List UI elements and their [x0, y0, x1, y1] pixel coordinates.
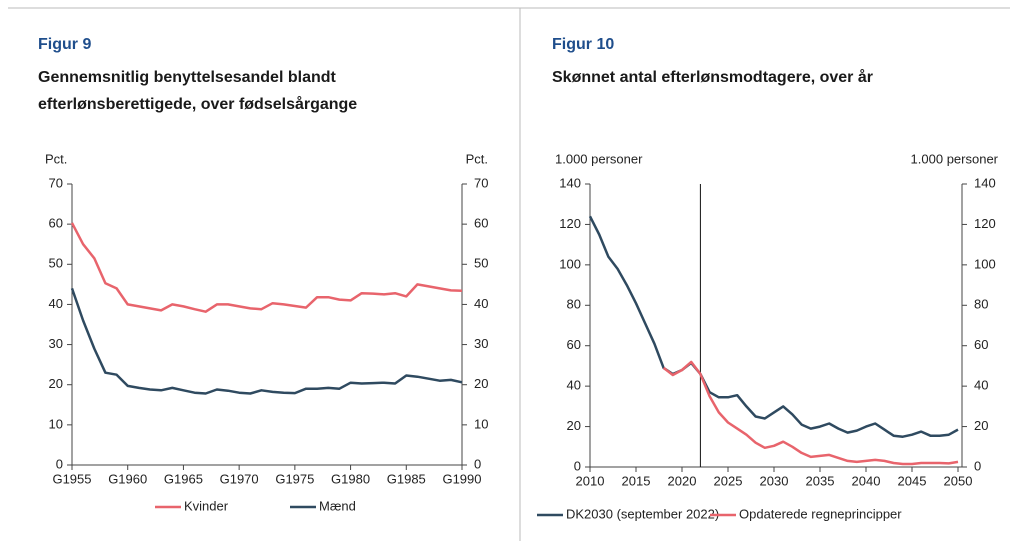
- y2-tick-label: 100: [974, 256, 996, 271]
- y2-tick-label: 50: [474, 256, 488, 271]
- legend-label: Kvinder: [184, 498, 229, 513]
- y-tick-label: 50: [49, 256, 63, 271]
- y-tick-label: 0: [56, 456, 63, 471]
- y-tick-label: 30: [49, 336, 63, 351]
- x-tick-label: 2015: [622, 473, 651, 488]
- y-tick-label: 40: [567, 378, 581, 393]
- y-axis-label: Pct.: [45, 151, 67, 166]
- y2-tick-label: 120: [974, 216, 996, 231]
- y-axis-label: 1.000 personer: [555, 151, 643, 166]
- x-tick-label: 2025: [714, 473, 743, 488]
- x-tick-label: 2045: [898, 473, 927, 488]
- x-tick-label: 2020: [668, 473, 697, 488]
- y-tick-label: 120: [559, 216, 581, 231]
- x-tick-label: 2050: [944, 473, 973, 488]
- y2-tick-label: 60: [974, 337, 988, 352]
- y-tick-label: 140: [559, 175, 581, 190]
- x-tick-label: G1975: [275, 471, 314, 486]
- legend-label: Opdaterede regneprincipper: [739, 506, 902, 521]
- y2-tick-label: 70: [474, 175, 488, 190]
- y-tick-label: 80: [567, 297, 581, 312]
- series-line: [70, 287, 463, 395]
- y2-axis-label: 1.000 personer: [911, 151, 999, 166]
- x-tick-label: G1965: [164, 471, 203, 486]
- y-tick-label: 60: [49, 216, 63, 231]
- y2-tick-label: 40: [974, 378, 988, 393]
- y2-tick-label: 60: [474, 216, 488, 231]
- y2-tick-label: 30: [474, 336, 488, 351]
- y-tick-label: 100: [559, 256, 581, 271]
- legend-label: DK2030 (september 2022): [566, 506, 719, 521]
- y2-tick-label: 10: [474, 416, 488, 431]
- y-tick-label: 60: [567, 337, 581, 352]
- x-tick-label: G1985: [387, 471, 426, 486]
- y2-tick-label: 80: [974, 297, 988, 312]
- legend-label: Mænd: [319, 498, 356, 513]
- x-tick-label: 2010: [576, 473, 605, 488]
- y2-tick-label: 20: [974, 418, 988, 433]
- x-tick-label: G1980: [331, 471, 370, 486]
- y-tick-label: 70: [49, 175, 63, 190]
- chart-title: Skønnet antal efterlønsmodtagere, over å…: [552, 69, 873, 86]
- series-line: [662, 360, 959, 466]
- x-tick-label: G1955: [52, 471, 91, 486]
- y2-tick-label: 0: [474, 456, 481, 471]
- x-tick-label: 2040: [852, 473, 881, 488]
- y2-tick-label: 140: [974, 175, 996, 190]
- x-tick-label: G1970: [220, 471, 259, 486]
- x-tick-label: G1960: [108, 471, 147, 486]
- y-tick-label: 0: [574, 458, 581, 473]
- y-tick-label: 20: [49, 376, 63, 391]
- y2-axis-label: Pct.: [466, 151, 488, 166]
- figure-label: Figur 10: [552, 36, 615, 53]
- y2-tick-label: 20: [474, 376, 488, 391]
- x-tick-label: G1990: [442, 471, 481, 486]
- y-tick-label: 20: [567, 418, 581, 433]
- x-tick-label: 2030: [760, 473, 789, 488]
- series-line: [70, 222, 463, 313]
- figure-label: Figur 9: [38, 36, 92, 53]
- y-tick-label: 40: [49, 296, 63, 311]
- series-line: [588, 215, 959, 438]
- y2-tick-label: 0: [974, 458, 981, 473]
- y-tick-label: 10: [49, 416, 63, 431]
- y2-tick-label: 40: [474, 296, 488, 311]
- x-tick-label: 2035: [806, 473, 835, 488]
- chart-title: Gennemsnitlig benyttelsesandel blandt ef…: [38, 69, 358, 113]
